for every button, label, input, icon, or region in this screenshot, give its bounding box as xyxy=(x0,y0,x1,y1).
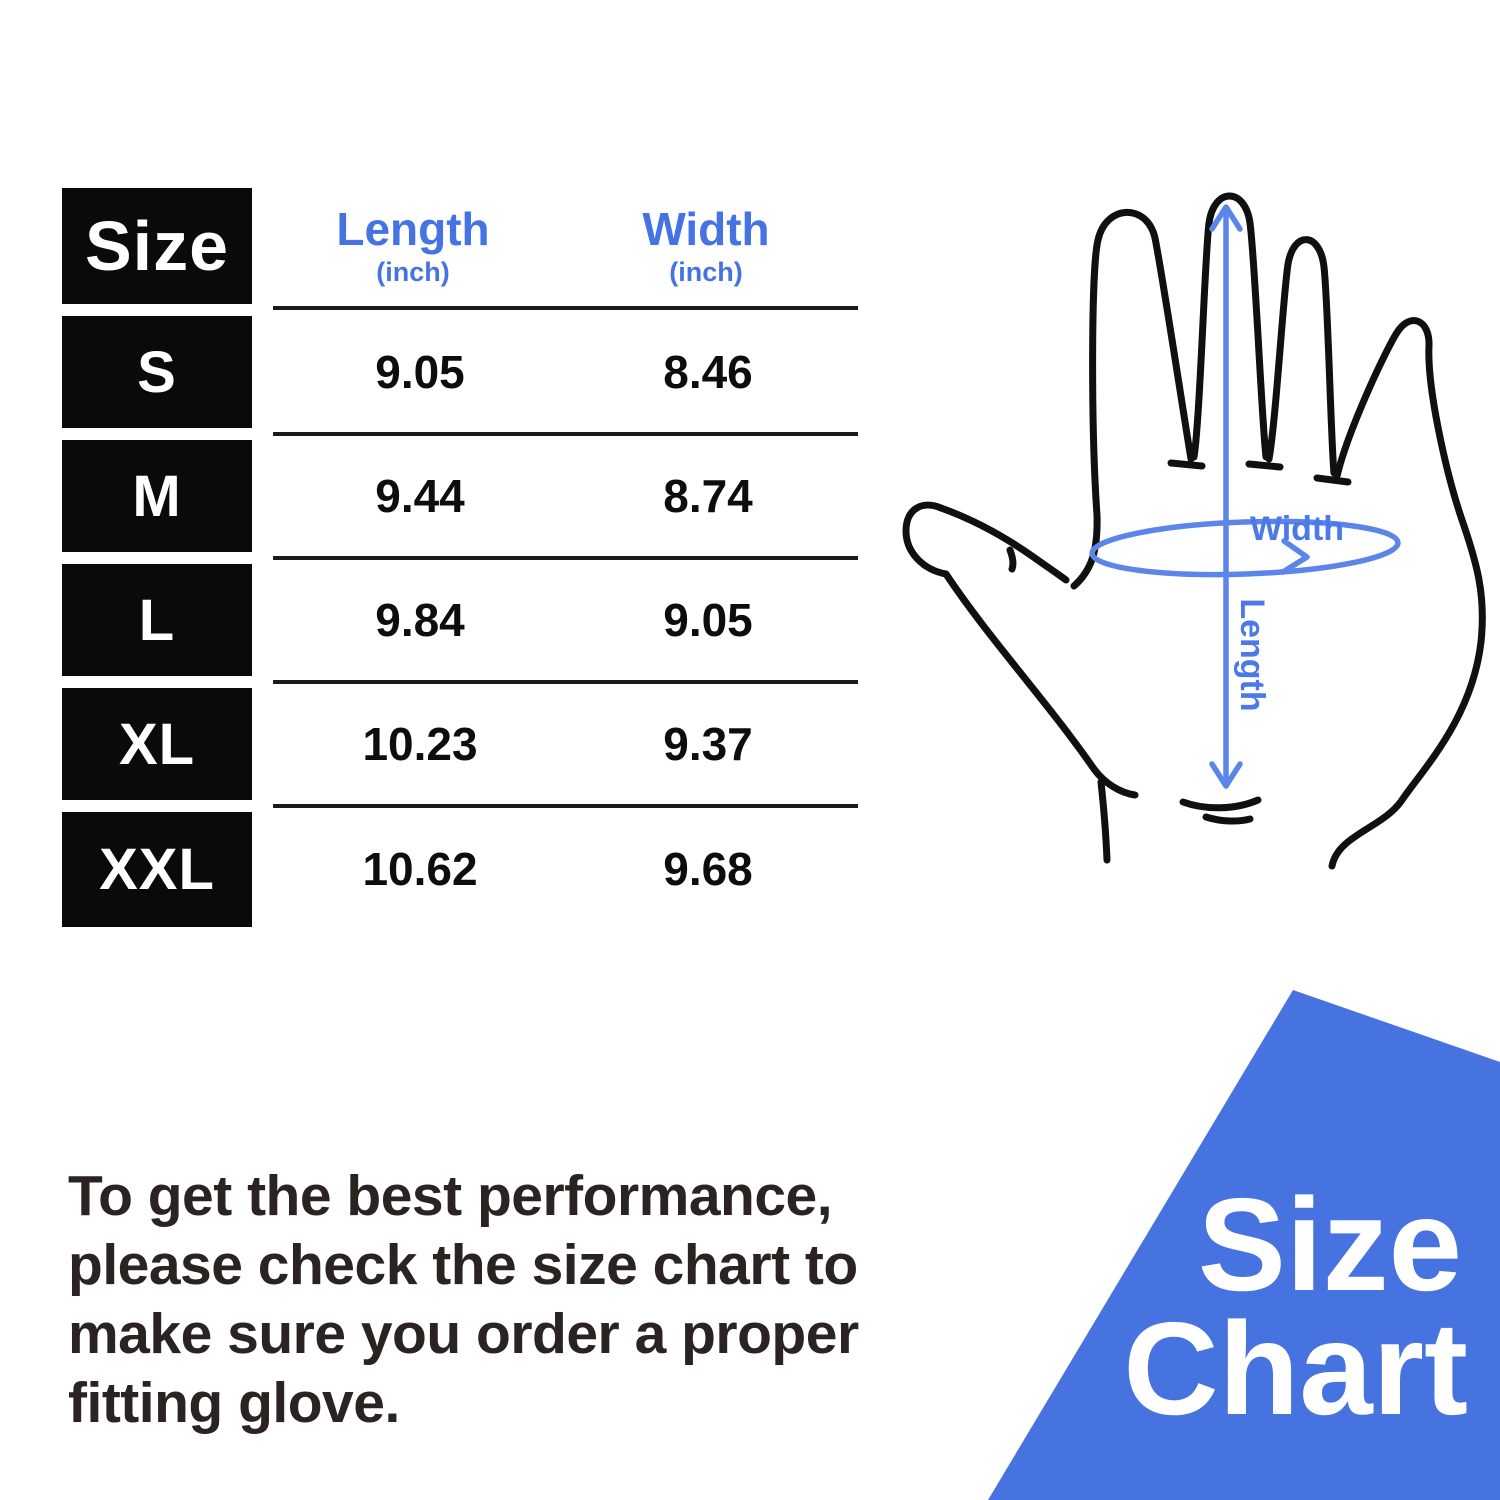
row-label: XL xyxy=(118,711,196,777)
cell-l-length: 9.84 xyxy=(375,594,465,646)
size-header-label: Size xyxy=(84,207,230,285)
fit-note-line: make sure you order a proper xyxy=(68,1302,859,1366)
cell-xxl-length: 10.62 xyxy=(362,843,478,895)
fit-note-line: To get the best performance, xyxy=(68,1164,833,1228)
row-label: M xyxy=(132,463,182,529)
row-label: L xyxy=(138,587,176,653)
length-measure-label: Length xyxy=(1233,598,1271,711)
size-row-label-l: L xyxy=(62,564,252,676)
hand-diagram: Width Length xyxy=(902,192,1486,870)
table-divider xyxy=(273,556,858,560)
cell-s-width: 8.46 xyxy=(663,346,753,398)
table-header-size: Size xyxy=(62,188,252,304)
width-measure-label: Width xyxy=(1250,510,1344,548)
banner-title-line2: Chart xyxy=(1123,1295,1468,1442)
fit-note: To get the best performance, please chec… xyxy=(68,1162,908,1438)
length-column-label: Length xyxy=(336,203,490,255)
size-row-label-xxl: XXL xyxy=(62,812,252,927)
row-label: S xyxy=(137,339,177,405)
fit-note-line: please check the size chart to xyxy=(68,1233,858,1297)
row-label: XXL xyxy=(99,837,215,902)
table-divider xyxy=(273,306,858,310)
length-arrow-icon xyxy=(1209,204,1243,789)
size-row-label-xl: XL xyxy=(62,688,252,800)
column-header-length: Length (inch) xyxy=(336,203,489,289)
table-divider xyxy=(273,680,858,684)
banner-title-line1: Size xyxy=(1198,1171,1462,1318)
table-divider xyxy=(273,432,858,436)
size-row-label-s: S xyxy=(62,316,252,428)
width-column-unit: (inch) xyxy=(669,257,743,287)
size-chart-banner: Size Chart xyxy=(988,990,1500,1500)
cell-xxl-width: 9.68 xyxy=(663,843,753,895)
cell-xl-length: 10.23 xyxy=(362,718,478,770)
table-divider xyxy=(273,804,858,808)
fit-note-line: fitting glove. xyxy=(68,1371,400,1435)
cell-m-length: 9.44 xyxy=(375,470,465,522)
size-row-label-m: M xyxy=(62,440,252,552)
cell-xl-width: 9.37 xyxy=(663,718,753,770)
column-header-width: Width (inch) xyxy=(642,203,769,289)
banner-shape xyxy=(988,990,1500,1500)
width-arrow-icon xyxy=(1089,518,1401,578)
cell-s-length: 9.05 xyxy=(375,346,465,398)
hand-outline-icon xyxy=(902,192,1486,870)
cell-m-width: 8.74 xyxy=(663,470,753,522)
cell-l-width: 9.05 xyxy=(663,594,753,646)
length-column-unit: (inch) xyxy=(376,257,450,287)
width-column-label: Width xyxy=(642,203,770,255)
